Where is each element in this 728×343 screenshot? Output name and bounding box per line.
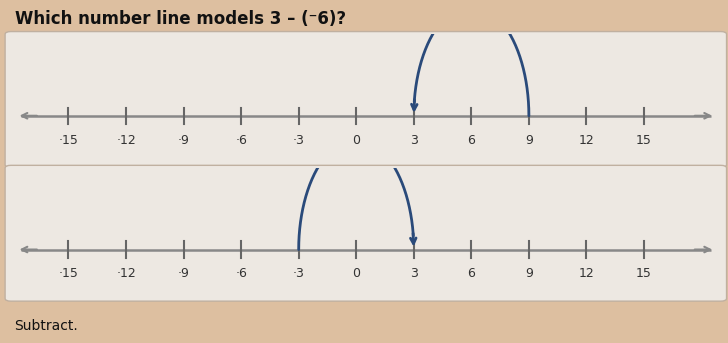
- Text: 0: 0: [352, 268, 360, 281]
- Text: 15: 15: [636, 268, 652, 281]
- Text: 9: 9: [525, 134, 533, 147]
- Text: 3: 3: [410, 134, 418, 147]
- Text: ·3: ·3: [293, 268, 304, 281]
- Text: 6: 6: [467, 134, 475, 147]
- Text: 3: 3: [410, 268, 418, 281]
- Text: Which number line models 3 – (⁻6)?: Which number line models 3 – (⁻6)?: [15, 10, 346, 28]
- Text: ·12: ·12: [116, 268, 136, 281]
- Text: ·6: ·6: [235, 134, 247, 147]
- Text: 15: 15: [636, 134, 652, 147]
- Text: ·15: ·15: [58, 268, 79, 281]
- Text: 6: 6: [467, 268, 475, 281]
- Text: ·15: ·15: [58, 134, 79, 147]
- Text: ·3: ·3: [293, 134, 304, 147]
- Text: 12: 12: [579, 134, 594, 147]
- Text: 9: 9: [525, 268, 533, 281]
- Text: ·9: ·9: [178, 134, 189, 147]
- Text: 12: 12: [579, 268, 594, 281]
- Text: ·12: ·12: [116, 134, 136, 147]
- Text: 0: 0: [352, 134, 360, 147]
- Text: ·6: ·6: [235, 268, 247, 281]
- Text: Subtract.: Subtract.: [15, 319, 79, 333]
- Text: ·9: ·9: [178, 268, 189, 281]
